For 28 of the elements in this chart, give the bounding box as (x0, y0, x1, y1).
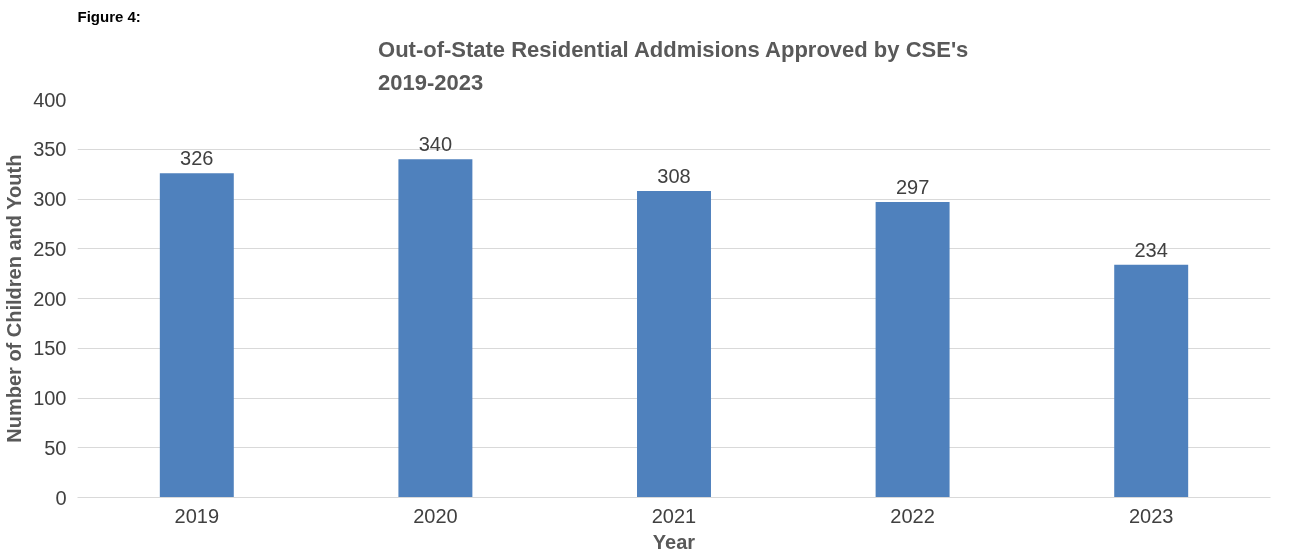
y-tick-label: 0 (55, 486, 67, 509)
y-tick-label: 150 (33, 337, 67, 360)
y-tick-label: 400 (33, 88, 67, 111)
data-label: 340 (418, 133, 453, 156)
bar (159, 173, 234, 498)
x-tick-label: 2022 (890, 504, 935, 527)
bar (1114, 264, 1189, 498)
x-tick-label: 2019 (174, 504, 220, 527)
y-tick-label: 350 (33, 138, 67, 161)
data-label: 297 (895, 175, 930, 198)
bar (637, 191, 711, 498)
x-tick-label: 2021 (651, 504, 697, 527)
y-tick-label: 50 (44, 436, 67, 459)
data-label: 326 (180, 147, 214, 170)
y-axis-title: Number of Children and Youth (3, 154, 26, 443)
data-label: 234 (1134, 238, 1168, 261)
chart-title: Out-of-State Residential Addmisions Approved by CSE's 2019-2023 (378, 37, 969, 95)
y-tick-label: 200 (33, 287, 67, 310)
y-tick-label: 300 (33, 188, 67, 210)
data-label: 308 (657, 165, 691, 188)
bar (398, 159, 473, 498)
x-tick-label: 2020 (413, 504, 458, 527)
x-tick-label: 2023 (1128, 504, 1174, 527)
x-axis-title: Year (652, 530, 696, 553)
y-tick-label: 100 (33, 387, 67, 409)
y-tick-label: 250 (33, 237, 67, 260)
bar (875, 201, 950, 498)
caption: Figure 4: (77, 7, 141, 25)
